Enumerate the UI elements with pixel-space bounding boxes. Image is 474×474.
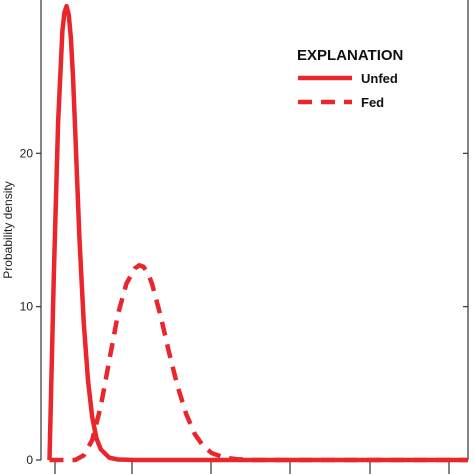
series-line-fed [49, 263, 468, 463]
legend-label-fed: Fed [361, 95, 384, 110]
series-layer [47, 3, 468, 463]
legend-label-unfed: Unfed [361, 71, 398, 86]
legend-title: EXPLANATION [297, 47, 403, 64]
y-tick-label: 10 [20, 300, 34, 314]
y-tick-label: 20 [20, 146, 34, 160]
y-tick-label: 0 [26, 453, 33, 467]
series-line-unfed [47, 3, 468, 463]
legend: EXPLANATION Unfed Fed [297, 47, 403, 110]
y-axis-title: Probability density [1, 181, 15, 278]
